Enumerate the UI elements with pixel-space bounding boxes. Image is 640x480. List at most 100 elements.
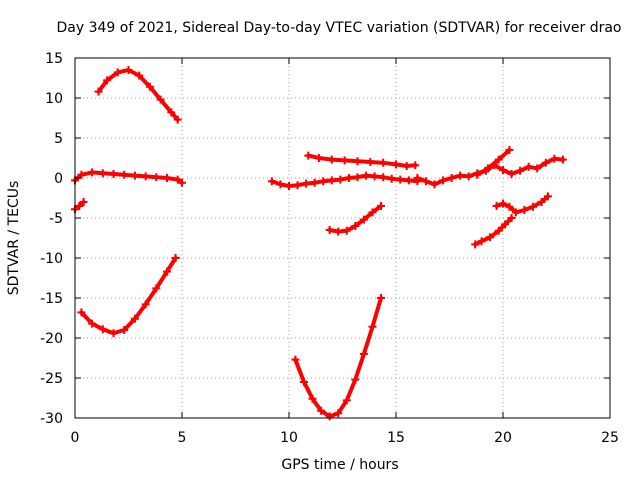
data-point [98, 169, 107, 178]
data-point [167, 108, 176, 117]
series-near-zero-late [413, 154, 567, 189]
data-point [285, 182, 293, 190]
data-point [109, 170, 118, 178]
data-point [477, 237, 486, 246]
data-point [507, 214, 516, 222]
x-tick-label: 0 [71, 430, 80, 446]
chart-title: Day 349 of 2021, Sidereal Day-to-day VTE… [56, 20, 621, 36]
data-point [471, 240, 480, 249]
data-point [351, 375, 360, 384]
data-point [411, 161, 420, 170]
data-point [163, 267, 172, 276]
data-point [334, 409, 343, 418]
data-point [291, 355, 300, 364]
data-series [71, 66, 567, 421]
data-point [359, 350, 368, 358]
data-point [308, 394, 317, 403]
series-lower-late-a [471, 214, 516, 249]
data-point [366, 158, 375, 166]
data-point [501, 220, 510, 229]
series-trace [293, 296, 383, 419]
data-point [456, 171, 465, 180]
x-tick-label: 25 [601, 430, 619, 446]
data-point [267, 177, 276, 186]
data-point [130, 171, 139, 180]
data-point [334, 227, 343, 236]
data-point [325, 412, 334, 421]
data-point [325, 226, 334, 234]
data-point [299, 378, 308, 386]
data-point [520, 206, 529, 214]
y-tick-label: 10 [45, 91, 63, 107]
data-point [505, 202, 514, 211]
data-point [550, 154, 559, 163]
data-point [293, 181, 302, 190]
series-near-zero-early [71, 168, 186, 187]
data-point [156, 95, 165, 104]
data-point [404, 176, 413, 185]
data-point [353, 157, 362, 166]
data-point [173, 115, 182, 124]
data-point [541, 158, 550, 167]
data-point [109, 329, 118, 338]
series-trace [306, 153, 418, 168]
y-tick-label: -10 [40, 251, 63, 267]
y-tick-label: -5 [49, 211, 63, 227]
data-point [145, 82, 154, 91]
series-trace [79, 256, 178, 336]
data-point [317, 406, 326, 415]
data-point [439, 176, 448, 185]
x-tick-label: 15 [387, 430, 405, 446]
series-arc-bottom-mid [291, 294, 386, 421]
data-point [98, 325, 107, 334]
data-point [344, 174, 353, 182]
data-point [152, 173, 161, 182]
data-point [79, 198, 88, 206]
data-point [75, 202, 84, 210]
y-axis-title: SDTVAR / TECUs [6, 181, 22, 296]
data-point [473, 170, 482, 179]
data-point [304, 151, 313, 160]
y-tick-label: 15 [45, 51, 63, 67]
data-point [484, 164, 493, 173]
y-tick-label: -25 [40, 371, 63, 387]
series-upper-late [473, 146, 514, 179]
data-point [342, 396, 351, 405]
data-point [430, 180, 439, 189]
data-point [558, 155, 567, 164]
series-arc-top-early [94, 66, 182, 124]
series-near-zero-mid [267, 171, 422, 190]
data-point [340, 156, 349, 165]
data-point [163, 174, 172, 182]
x-tick-label: 5 [178, 430, 187, 446]
data-point [543, 192, 552, 201]
data-point [379, 158, 388, 167]
data-point [342, 226, 351, 235]
data-point [88, 168, 97, 177]
data-point [173, 175, 182, 184]
data-point [94, 87, 103, 96]
data-point [77, 170, 86, 179]
data-point [413, 174, 422, 182]
data-point [77, 308, 86, 317]
data-point [113, 68, 122, 77]
data-point [379, 173, 388, 182]
data-point [392, 160, 400, 169]
plot-frame [74, 57, 611, 419]
data-point [120, 170, 129, 179]
data-point [351, 222, 360, 230]
data-point [103, 76, 112, 85]
data-point [88, 319, 97, 328]
data-point [302, 179, 311, 188]
series-upper-mid [304, 151, 420, 170]
data-point [327, 155, 336, 164]
data-point [492, 202, 501, 210]
series-trace [475, 148, 512, 177]
series-trace [96, 68, 180, 122]
data-point [377, 294, 386, 302]
data-point [362, 171, 371, 180]
data-point [396, 175, 405, 184]
data-point [377, 202, 386, 210]
data-point [120, 326, 129, 334]
